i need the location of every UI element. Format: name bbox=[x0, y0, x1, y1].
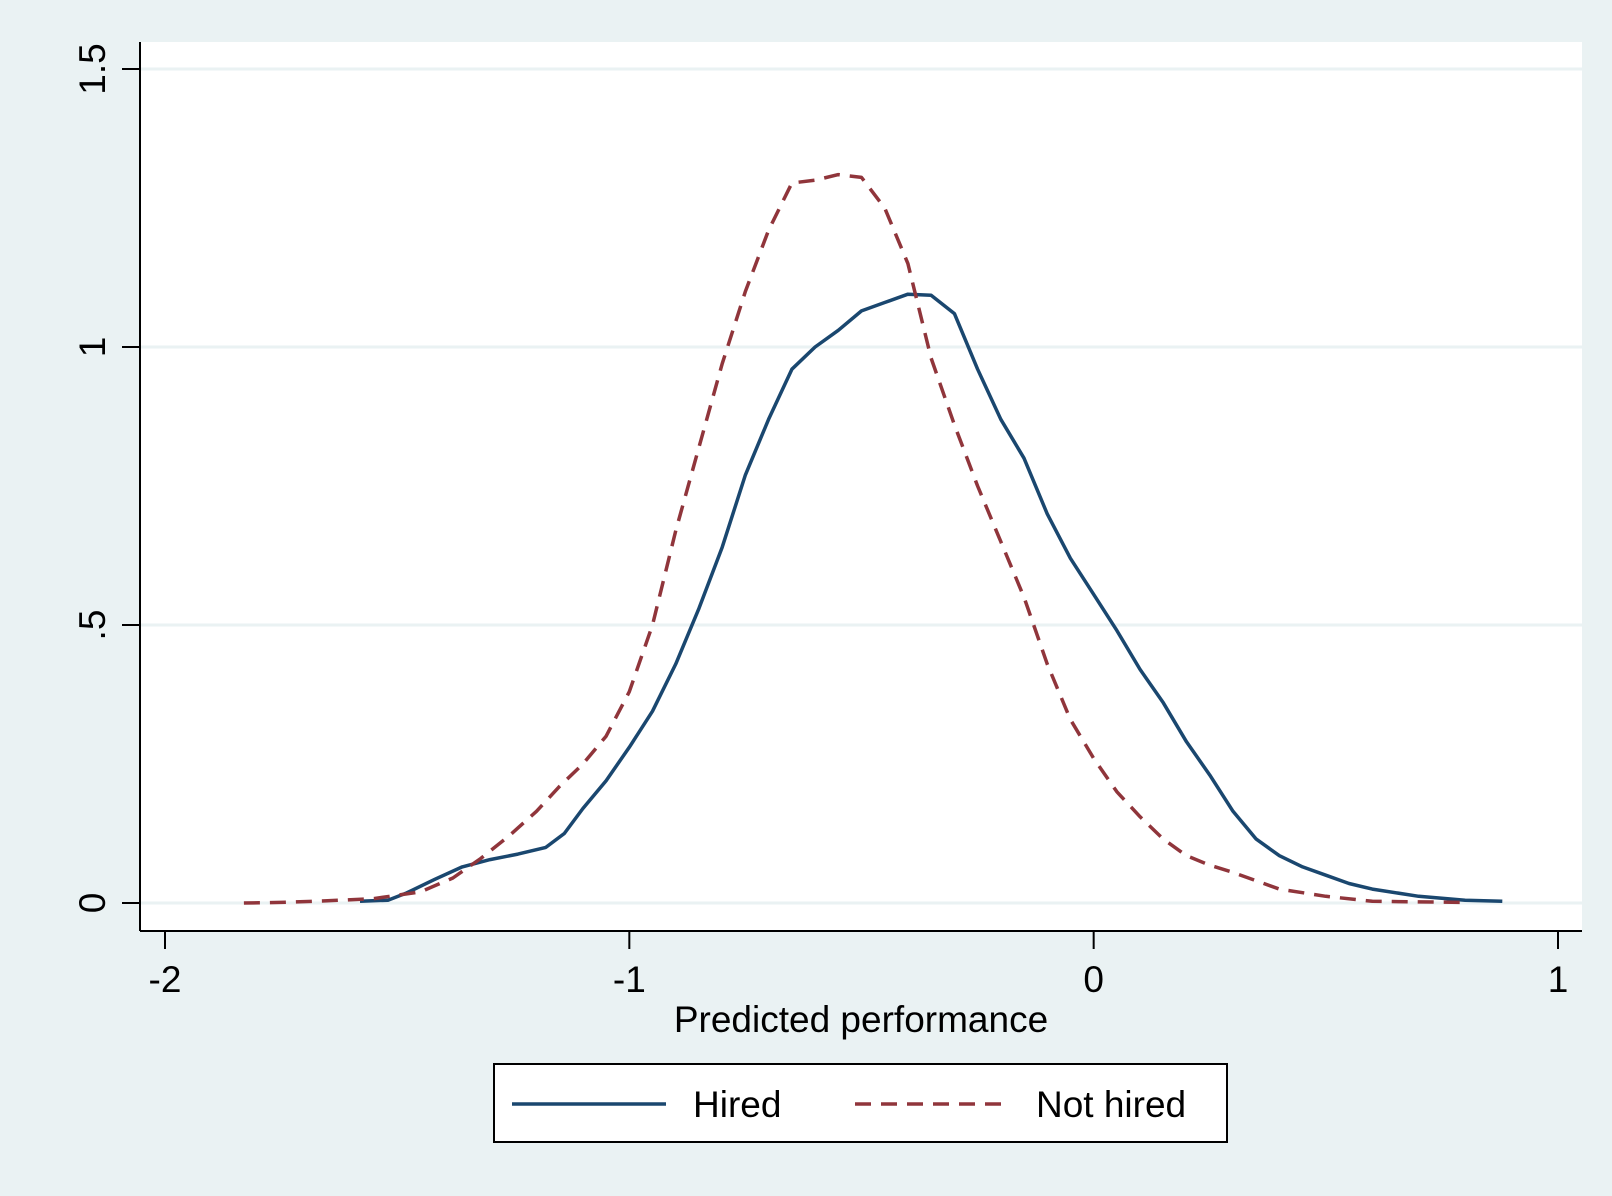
x-tick-label: -1 bbox=[613, 959, 646, 1000]
series-line-hired bbox=[359, 292, 1503, 904]
gridlines bbox=[140, 67, 1582, 905]
legend: Hired Not hired bbox=[493, 1063, 1228, 1143]
y-tick-label: 1.5 bbox=[72, 43, 113, 94]
x-tick-label: 0 bbox=[1083, 959, 1104, 1000]
legend-label-hired: Hired bbox=[693, 1084, 781, 1125]
legend-label-not-hired: Not hired bbox=[1036, 1084, 1186, 1125]
plot-area bbox=[140, 42, 1582, 931]
x-tick-label: -2 bbox=[149, 959, 182, 1000]
x-tick-label: 1 bbox=[1548, 959, 1569, 1000]
axes: 0 .5 1 1.5 -2 -1 0 1 bbox=[72, 42, 1582, 1000]
series-line-not-hired bbox=[243, 172, 1466, 905]
y-tick-label: .5 bbox=[72, 610, 113, 641]
y-tick-label: 0 bbox=[72, 893, 113, 914]
x-axis-label: Predicted performance bbox=[674, 999, 1048, 1040]
y-tick-label: 1 bbox=[72, 337, 113, 358]
data-series bbox=[243, 172, 1503, 905]
